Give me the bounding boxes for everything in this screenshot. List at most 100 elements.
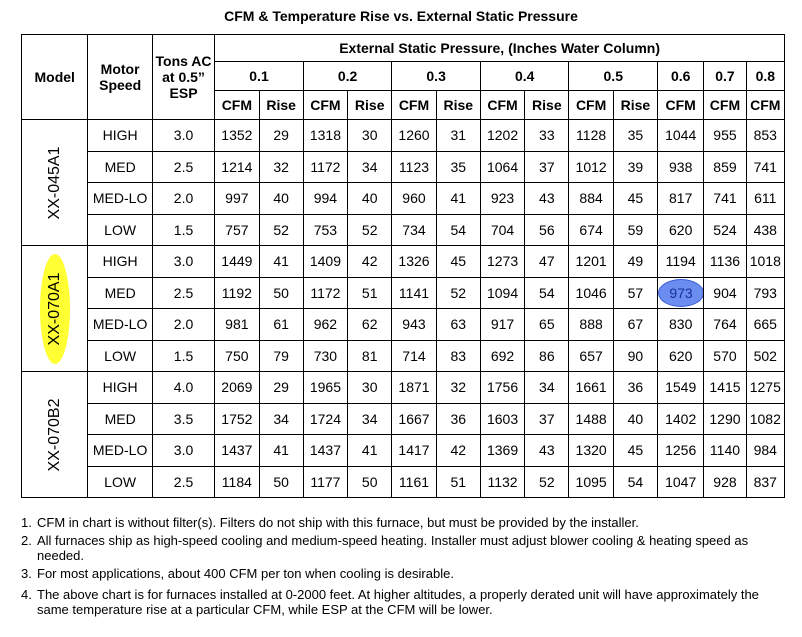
data-cell: 37 bbox=[524, 150, 570, 183]
data-cell: 29 bbox=[258, 119, 304, 152]
pressure-0.8: 0.8 bbox=[745, 61, 786, 91]
data-cell: 34 bbox=[258, 402, 304, 435]
data-cell: 1724 bbox=[302, 402, 349, 435]
motor-speed: HIGH bbox=[87, 371, 153, 404]
data-cell: 45 bbox=[612, 434, 659, 467]
data-cell: 1437 bbox=[214, 434, 260, 467]
data-cell: 54 bbox=[612, 465, 659, 498]
table-row: LOW 1.5 750 79 730 81 714 83 692 86 657 90 620 570 502 bbox=[22, 339, 786, 372]
data-cell: 962 bbox=[302, 308, 349, 341]
pressure-0.2: 0.2 bbox=[302, 61, 393, 91]
tons-ac: 2.5 bbox=[151, 465, 216, 498]
motor-speed: LOW bbox=[87, 339, 153, 372]
table-row: MED-LO 2.0 997 40 994 40 960 41 923 43 884 45 817 741… bbox=[22, 182, 786, 215]
chart-title: CFM & Temperature Rise vs. External Stat… bbox=[224, 8, 578, 24]
data-cell: 52 bbox=[435, 276, 481, 309]
footnote-2: 2. All furnaces ship as high-speed coolin… bbox=[21, 533, 791, 563]
data-cell: 1549 bbox=[657, 371, 705, 404]
data-cell: 47 bbox=[524, 245, 570, 278]
data-cell: 714 bbox=[391, 339, 437, 372]
data-cell: 83 bbox=[435, 339, 481, 372]
data-cell: 1184 bbox=[214, 465, 260, 498]
data-cell: 2069 bbox=[214, 371, 260, 404]
data-cell: 1603 bbox=[479, 402, 526, 435]
subheader-cfm: CFM bbox=[657, 90, 705, 120]
table-row: MED 2.5 1214 32 1172 34 1123 35 1064 37 1012 39 938 8… bbox=[22, 150, 786, 183]
pressure-0.3: 0.3 bbox=[391, 61, 481, 91]
data-cell: 50 bbox=[258, 465, 304, 498]
data-cell: 51 bbox=[435, 465, 481, 498]
data-cell: 888 bbox=[568, 308, 614, 341]
data-cell: 34 bbox=[524, 371, 570, 404]
data-cell: 1194 bbox=[657, 245, 705, 278]
data-cell: 1064 bbox=[479, 150, 526, 183]
pressure-0.4: 0.4 bbox=[479, 61, 570, 91]
data-cell: 1402 bbox=[657, 402, 705, 435]
subheader-cfm: CFM bbox=[745, 90, 786, 120]
footnote-1: 1. CFM in chart is without filter(s). Fil… bbox=[21, 515, 791, 530]
tons-ac: 1.5 bbox=[151, 339, 216, 372]
data-cell: 734 bbox=[391, 213, 437, 246]
data-cell: 1136 bbox=[703, 245, 747, 278]
data-cell: 1018 bbox=[745, 245, 786, 278]
tons-ac: 2.0 bbox=[151, 308, 216, 341]
data-cell: 57 bbox=[612, 276, 659, 309]
data-cell: 51 bbox=[347, 276, 393, 309]
data-cell: 1661 bbox=[568, 371, 614, 404]
data-cell: 79 bbox=[258, 339, 304, 372]
data-cell: 1256 bbox=[657, 434, 705, 467]
data-cell: 884 bbox=[568, 182, 614, 215]
data-cell: 29 bbox=[258, 371, 304, 404]
motor-speed: HIGH bbox=[87, 245, 153, 278]
data-cell: 1352 bbox=[214, 119, 260, 152]
data-cell: 923 bbox=[479, 182, 526, 215]
data-cell: 984 bbox=[745, 434, 786, 467]
tons-ac: 3.5 bbox=[151, 402, 216, 435]
table-body: XX-045A1 HIGH 3.0 1352 29 1318 30 1260 31 1202 33 1… bbox=[20, 119, 786, 498]
tons-ac: 2.0 bbox=[151, 182, 216, 215]
data-cell: 52 bbox=[258, 213, 304, 246]
motor-speed: MED bbox=[87, 150, 153, 183]
data-cell: 1437 bbox=[302, 434, 349, 467]
pressure-header-row: 0.1 0.2 0.3 0.4 0.5 0.6 0.7 0.8 bbox=[22, 61, 786, 91]
data-cell: 1094 bbox=[479, 276, 526, 309]
data-cell: 955 bbox=[703, 119, 747, 152]
data-cell: 1415 bbox=[703, 371, 747, 404]
tons-ac: 1.5 bbox=[151, 213, 216, 246]
data-cell: 741 bbox=[745, 150, 786, 183]
data-cell: 1047 bbox=[657, 465, 705, 498]
motor-speed: MED bbox=[87, 276, 153, 309]
motor-speed: MED-LO bbox=[87, 434, 153, 467]
subheader-rise: Rise bbox=[612, 90, 659, 120]
footnote-3: 3. For most applications, about 400 CFM p… bbox=[21, 566, 791, 581]
data-cell: 52 bbox=[524, 465, 570, 498]
pressure-0.7: 0.7 bbox=[703, 61, 747, 91]
data-cell: 41 bbox=[347, 434, 393, 467]
header-motor-speed: Motor Speed bbox=[87, 34, 153, 120]
data-cell: 43 bbox=[524, 182, 570, 215]
footnote-text: The above chart is for furnaces installe… bbox=[37, 587, 759, 617]
data-cell: 1290 bbox=[703, 402, 747, 435]
data-cell: 1326 bbox=[391, 245, 437, 278]
data-cell: 1871 bbox=[391, 371, 437, 404]
table-row: MED 3.5 1752 34 1724 34 1667 36 1603 37 1488 40 1402… bbox=[22, 402, 786, 435]
data-cell: 1132 bbox=[479, 465, 526, 498]
data-cell: 40 bbox=[258, 182, 304, 215]
data-cell: 570 bbox=[703, 339, 747, 372]
tons-ac: 3.0 bbox=[151, 245, 216, 278]
subheader-cfm: CFM bbox=[214, 90, 260, 120]
data-cell: 1488 bbox=[568, 402, 614, 435]
subheader-rise: Rise bbox=[258, 90, 304, 120]
data-cell: 61 bbox=[258, 308, 304, 341]
data-cell: 1449 bbox=[214, 245, 260, 278]
data-cell: 943 bbox=[391, 308, 437, 341]
data-cell: 994 bbox=[302, 182, 349, 215]
data-cell: 750 bbox=[214, 339, 260, 372]
model-name: XX-070A1 bbox=[45, 272, 63, 345]
data-cell: 1012 bbox=[568, 150, 614, 183]
data-cell: 41 bbox=[258, 245, 304, 278]
header-tons: Tons AC at 0.5” ESP bbox=[151, 34, 216, 120]
footnote-number: 2. bbox=[21, 533, 32, 548]
data-cell: 1140 bbox=[703, 434, 747, 467]
data-cell: 43 bbox=[524, 434, 570, 467]
